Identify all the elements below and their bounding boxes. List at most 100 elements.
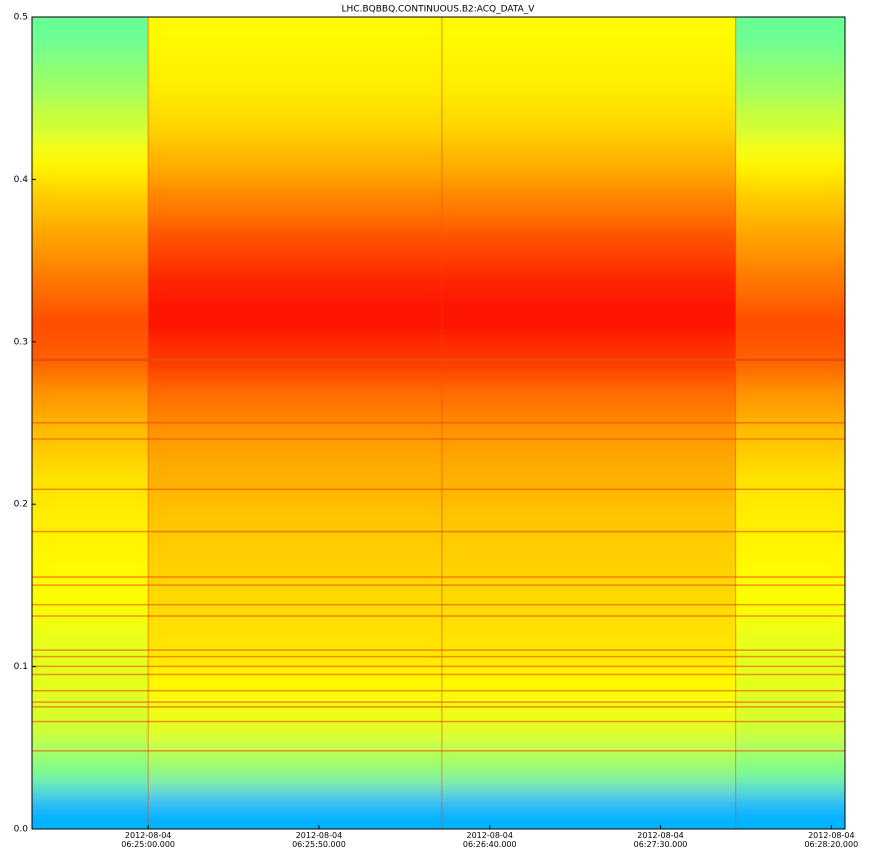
y-tick-label: 0.5 (14, 13, 28, 23)
spectral-line (32, 655, 845, 658)
heatmap-cell (148, 341, 443, 383)
heatmap-cell (148, 260, 443, 302)
x-tick-label: 2012-08-04 06:26:40.000 (462, 831, 517, 849)
heatmap-cell (148, 666, 443, 708)
spectral-line (32, 673, 845, 676)
heatmap-cell (148, 17, 443, 58)
heatmap-cell (148, 707, 443, 749)
heatmap-cell (148, 301, 443, 343)
heatmap-cell (441, 301, 737, 343)
spectral-line (32, 615, 845, 617)
heatmap-cell (32, 463, 149, 505)
heatmap-cell (148, 220, 443, 262)
heatmap-cell (32, 301, 149, 343)
heatmap-cell (148, 382, 443, 424)
heatmap-cell (441, 138, 737, 180)
spectral-line (32, 358, 845, 362)
plot-area (32, 17, 845, 829)
heatmap-cell (32, 707, 149, 749)
spectral-line (32, 750, 845, 752)
heatmap-cell (735, 585, 845, 627)
heatmap-cell (148, 423, 443, 465)
heatmap-cell (441, 585, 737, 627)
heatmap-cell (441, 504, 737, 546)
y-tick-label: 0.4 (14, 175, 29, 185)
heatmap-cell (735, 138, 845, 180)
y-tick-label: 0.1 (14, 662, 28, 672)
heatmap-cell (148, 463, 443, 505)
spectral-line (32, 720, 845, 723)
chart-title: LHC.BQBBQ.CONTINUOUS.B2:ACQ_DATA_V (342, 5, 536, 15)
heatmap-cell (32, 179, 149, 221)
heatmap-cell (735, 382, 845, 424)
heatmap-cell (32, 585, 149, 627)
spectral-line (32, 603, 845, 606)
x-tick-label: 2012-08-04 06:28:20.000 (804, 831, 859, 849)
heatmap-cell (735, 341, 845, 383)
heatmap-cell (32, 382, 149, 424)
heatmap-cell (32, 98, 149, 140)
heatmap-cell (441, 423, 737, 465)
heatmap-cell (441, 179, 737, 221)
heatmap-cells (32, 17, 845, 829)
heatmap-cell (735, 463, 845, 505)
y-tick-label: 0.2 (14, 500, 28, 510)
heatmap-cell (735, 544, 845, 586)
heatmap-cell (32, 17, 149, 58)
heatmap-cell (32, 747, 149, 789)
heatmap-cell (735, 57, 845, 99)
y-tick-label: 0.3 (14, 337, 28, 347)
spectral-line (32, 422, 845, 424)
heatmap-cell (441, 57, 737, 99)
spectral-line (32, 706, 845, 708)
heatmap-cell (441, 666, 737, 708)
heatmap-cell (148, 544, 443, 586)
heatmap-cell (441, 544, 737, 586)
heatmap-cell (441, 341, 737, 383)
x-tick-label: 2012-08-04 06:27:30.000 (633, 831, 688, 849)
spectral-line (32, 665, 845, 668)
y-tick-label: 0.0 (14, 825, 29, 835)
spectral-line (32, 576, 845, 578)
heatmap-cell (735, 504, 845, 546)
heatmap-cell (148, 747, 443, 789)
heatmap-cell (32, 341, 149, 383)
plot-frame (31, 16, 846, 830)
spectral-line (32, 649, 845, 651)
heatmap-cell (735, 17, 845, 58)
spectral-line (32, 701, 845, 703)
heatmap-cell (441, 788, 737, 829)
heatmap-cell (148, 788, 443, 829)
heatmap-cell (735, 666, 845, 708)
heatmap-cell (735, 301, 845, 343)
heatmap-cell (32, 626, 149, 668)
heatmap-cell (735, 747, 845, 789)
heatmap-cell (735, 788, 845, 829)
heatmap-cell (441, 260, 737, 302)
heatmap-cell (148, 57, 443, 99)
heatmap-cell (735, 220, 845, 262)
heatmap-cell (148, 504, 443, 546)
heatmap-cell (148, 179, 443, 221)
heatmap-cell (441, 626, 737, 668)
heatmap-cell (441, 747, 737, 789)
heatmap-cell (32, 544, 149, 586)
spectral-line (32, 438, 845, 440)
heatmap-cell (148, 98, 443, 140)
heatmap-cell (441, 98, 737, 140)
heatmap-cell (32, 504, 149, 546)
heatmap-cell (32, 138, 149, 180)
spectral-line (32, 488, 845, 491)
heatmap-cell (441, 17, 737, 58)
heatmap-cell (735, 626, 845, 668)
heatmap-cell (32, 260, 149, 302)
heatmap-cell (735, 98, 845, 140)
heatmap-cell (735, 260, 845, 302)
spectral-line (32, 689, 845, 692)
heatmap-cell (735, 423, 845, 465)
heatmap-cell (441, 220, 737, 262)
heatmap-cell (735, 179, 845, 221)
heatmap-cell (32, 788, 149, 829)
